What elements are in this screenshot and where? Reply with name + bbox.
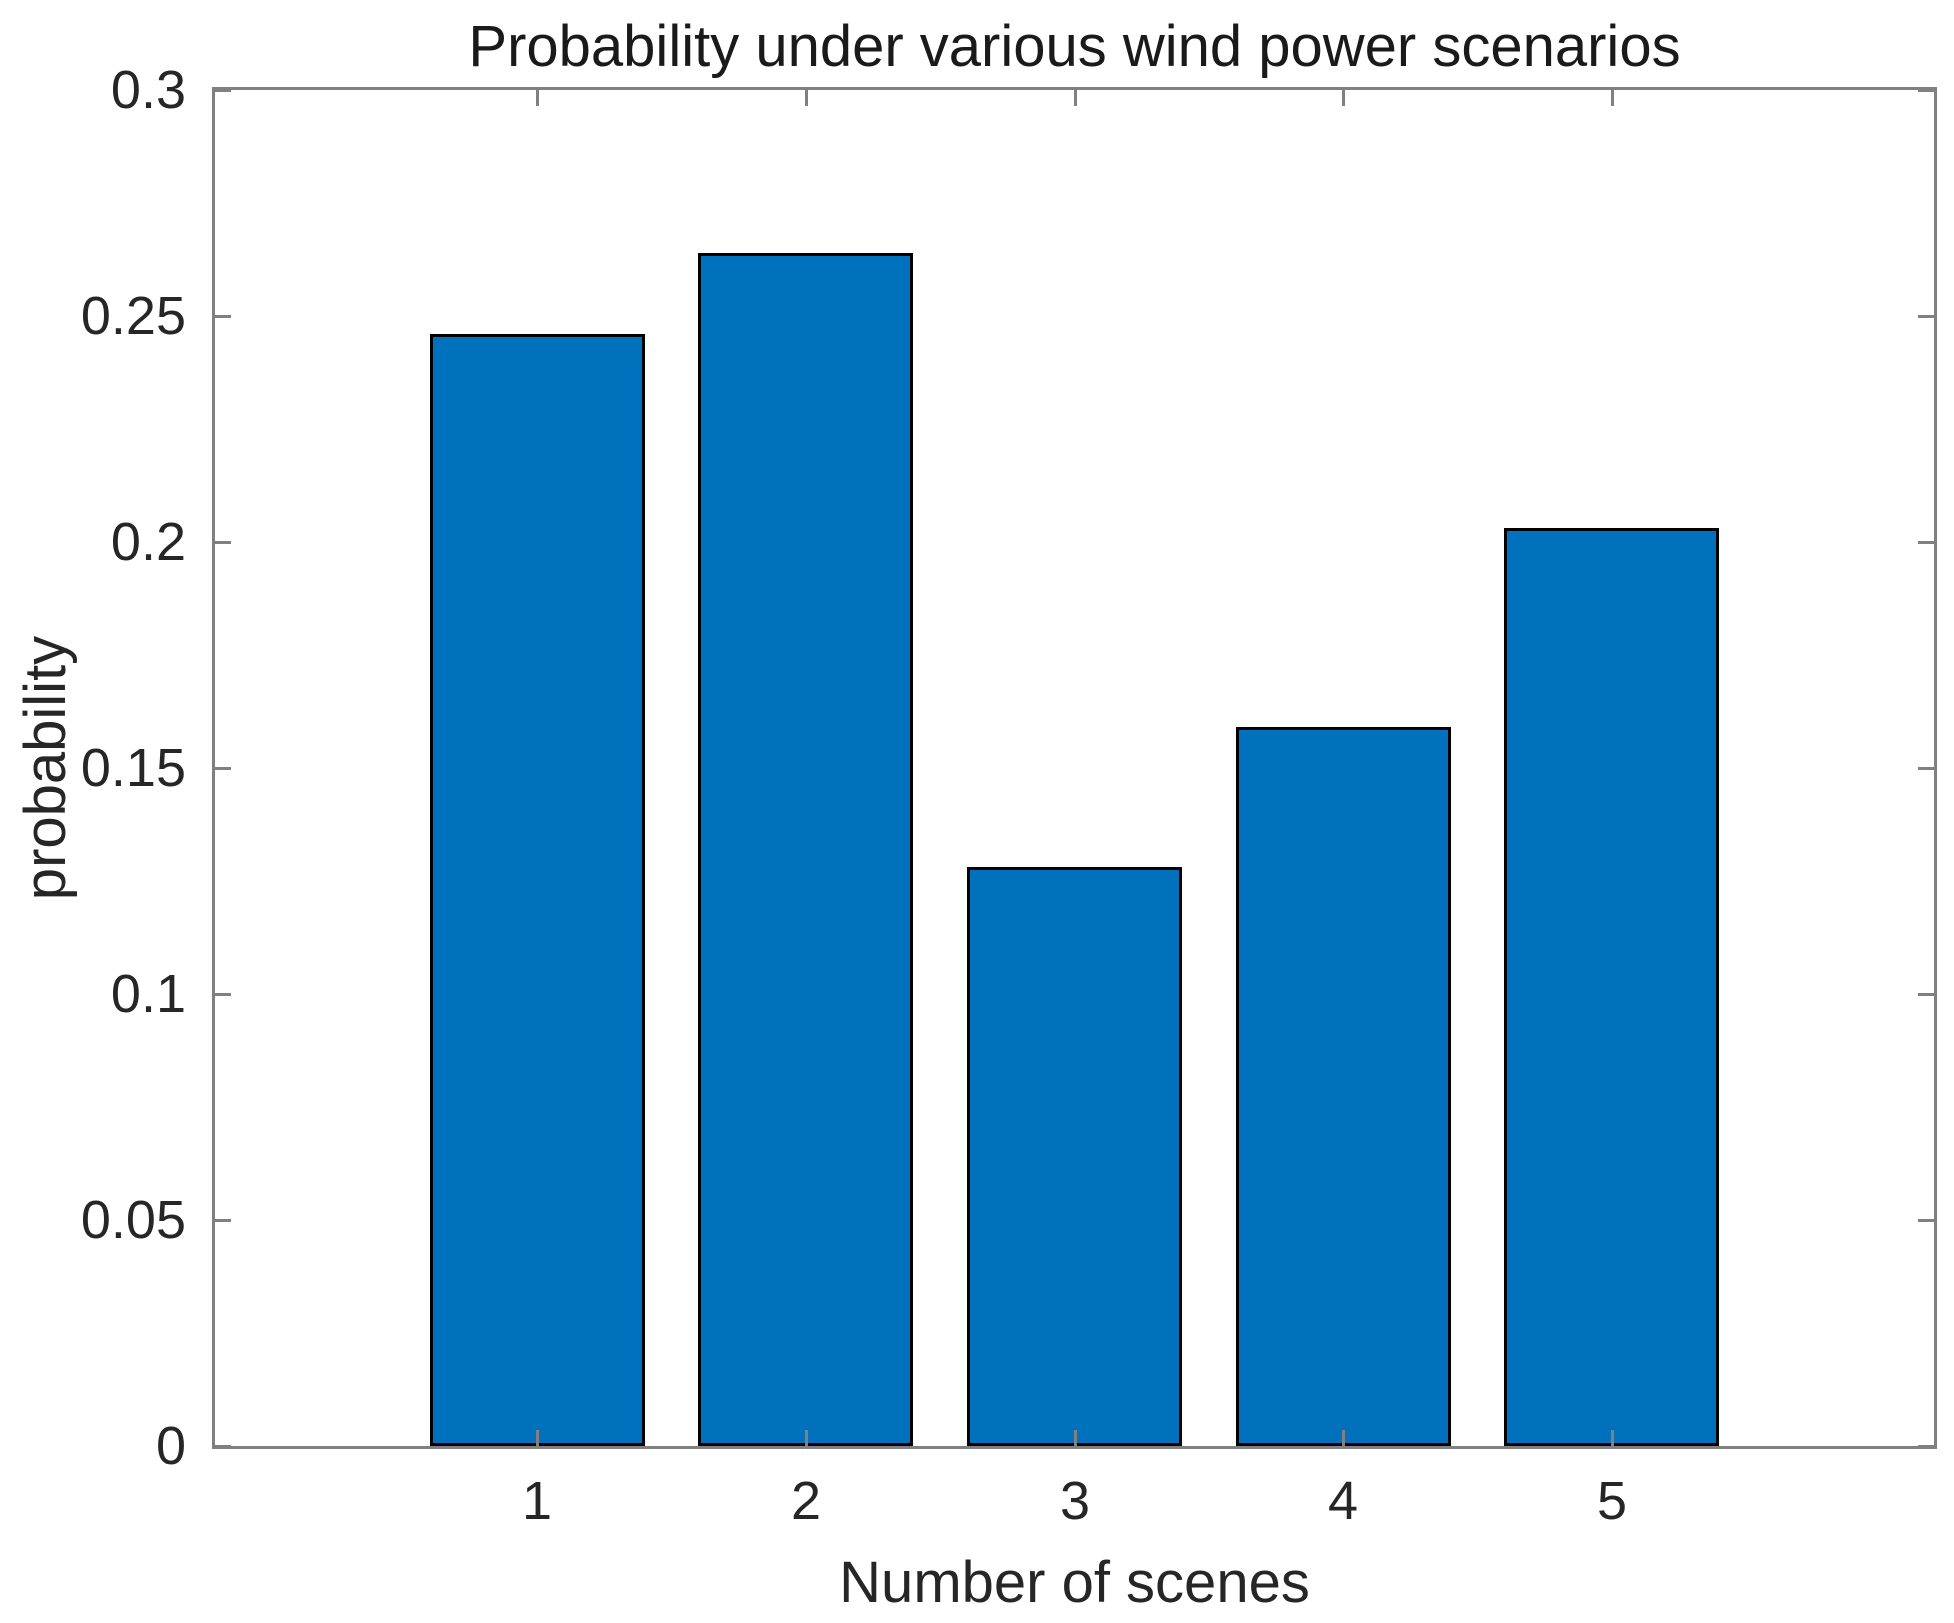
y-tick-mark-right	[1918, 1445, 1934, 1448]
y-tick-label: 0.05	[80, 1190, 186, 1250]
x-tick-mark-top	[1342, 90, 1345, 106]
y-tick-label: 0.3	[110, 60, 186, 120]
y-tick-mark-left	[215, 767, 231, 770]
x-tick-mark-top	[805, 90, 808, 106]
plot-area	[212, 87, 1937, 1449]
y-tick-mark-left	[215, 993, 231, 996]
chart-title: Probability under various wind power sce…	[468, 14, 1681, 79]
y-tick-label: 0.25	[80, 286, 186, 346]
y-tick-mark-left	[215, 1445, 231, 1448]
x-tick-label: 2	[790, 1471, 822, 1531]
bar-scene-3	[967, 867, 1182, 1446]
x-tick-label: 1	[521, 1471, 553, 1531]
y-tick-mark-right	[1918, 1219, 1934, 1222]
y-tick-mark-right	[1918, 89, 1934, 92]
x-tick-label: 4	[1327, 1471, 1359, 1531]
y-tick-mark-left	[215, 541, 231, 544]
x-tick-mark-bottom	[536, 1430, 539, 1446]
y-tick-mark-left	[215, 89, 231, 92]
y-tick-label: 0	[155, 1416, 186, 1476]
x-tick-mark-top	[536, 90, 539, 106]
bar-scene-1	[430, 334, 645, 1446]
y-tick-label: 0.15	[80, 738, 186, 798]
y-tick-mark-left	[215, 315, 231, 318]
x-tick-mark-bottom	[1074, 1430, 1077, 1446]
y-tick-label: 0.2	[110, 512, 186, 572]
x-tick-mark-bottom	[1611, 1430, 1614, 1446]
y-tick-label: 0.1	[110, 964, 186, 1024]
y-tick-mark-right	[1918, 541, 1934, 544]
x-axis-label: Number of scenes	[839, 1550, 1310, 1615]
y-tick-mark-right	[1918, 993, 1934, 996]
x-tick-label: 5	[1596, 1471, 1628, 1531]
bar-scene-5	[1504, 528, 1719, 1446]
x-tick-mark-top	[1074, 90, 1077, 106]
x-tick-mark-top	[1611, 90, 1614, 106]
y-tick-mark-right	[1918, 315, 1934, 318]
bar-scene-2	[698, 253, 913, 1446]
bar-scene-4	[1236, 727, 1451, 1446]
x-tick-label: 3	[1059, 1471, 1091, 1531]
y-tick-mark-right	[1918, 767, 1934, 770]
y-tick-mark-left	[215, 1219, 231, 1222]
x-tick-mark-bottom	[805, 1430, 808, 1446]
x-tick-mark-bottom	[1342, 1430, 1345, 1446]
